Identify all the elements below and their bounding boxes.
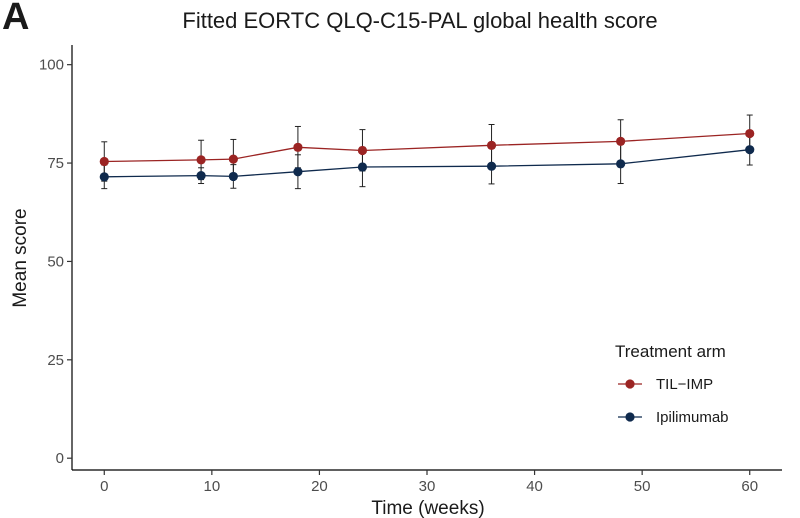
y-tick-label: 100 bbox=[39, 57, 64, 74]
y-tick-label: 50 bbox=[47, 253, 64, 270]
series-line-ipilimumab bbox=[104, 149, 750, 178]
x-tick-label: 0 bbox=[100, 478, 108, 495]
data-point-ipilimumab bbox=[616, 159, 626, 169]
x-tick-label: 50 bbox=[634, 478, 651, 495]
data-point-ipilimumab bbox=[228, 171, 238, 182]
legend-label-ipilimumab: Ipilimumab bbox=[656, 409, 729, 426]
y-tick-label: 75 bbox=[47, 155, 64, 172]
data-point-ipilimumab bbox=[293, 167, 303, 177]
data-point-til-imp bbox=[293, 142, 303, 152]
data-point-ipilimumab bbox=[196, 171, 206, 181]
x-tick-label: 10 bbox=[204, 478, 221, 495]
data-point-ipilimumab bbox=[99, 172, 109, 182]
legend-key-point-til-imp bbox=[625, 379, 635, 389]
x-tick-label: 30 bbox=[419, 478, 436, 495]
x-axis-title: Time (weeks) bbox=[371, 498, 484, 518]
legend-label-til-imp: TIL−IMP bbox=[656, 376, 713, 393]
series-lines bbox=[104, 132, 750, 178]
legend-title: Treatment arm bbox=[615, 342, 726, 361]
data-point-ipilimumab bbox=[357, 162, 368, 172]
panel-label: A bbox=[2, 0, 30, 38]
y-axis-title: Mean score bbox=[10, 208, 31, 307]
series-points bbox=[99, 128, 755, 182]
y-tick-label: 25 bbox=[47, 352, 64, 369]
data-point-til-imp bbox=[99, 156, 109, 167]
y-tick-label: 0 bbox=[56, 450, 64, 467]
data-point-til-imp bbox=[745, 128, 755, 139]
x-tick-label: 60 bbox=[741, 478, 758, 495]
legend: Treatment arm TIL−IMP Ipilimumab bbox=[615, 342, 729, 426]
x-tick-label: 20 bbox=[311, 478, 328, 495]
chart-title: Fitted EORTC QLQ-C15-PAL global health s… bbox=[182, 8, 658, 33]
x-tick-label: 40 bbox=[526, 478, 543, 495]
series-line-til-imp bbox=[104, 132, 750, 163]
data-point-til-imp bbox=[196, 155, 206, 165]
legend-key-point-ipilimumab bbox=[625, 412, 635, 422]
data-point-ipilimumab bbox=[745, 145, 755, 155]
data-point-til-imp bbox=[357, 145, 368, 156]
data-point-til-imp bbox=[228, 154, 238, 164]
axes: 0 25 50 75 100 0 10 20 30 40 50 60 bbox=[39, 45, 782, 495]
data-point-ipilimumab bbox=[486, 161, 497, 171]
data-point-til-imp bbox=[486, 140, 497, 150]
data-point-til-imp bbox=[616, 136, 626, 147]
